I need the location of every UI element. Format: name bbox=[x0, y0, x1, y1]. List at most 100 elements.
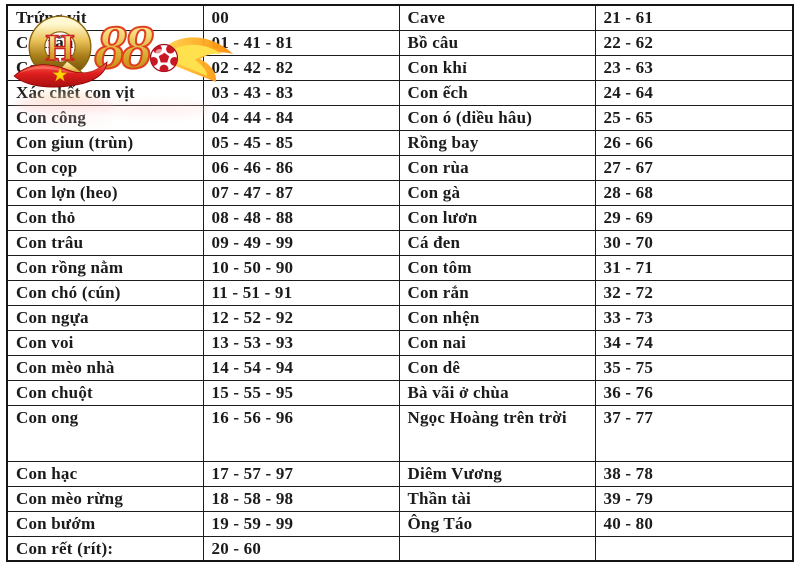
table-row: Cá trắng 01 - 41 - 81 Bồ câu 22 - 62 bbox=[6, 29, 794, 56]
table-cell-left_numbers: 16 - 56 - 96 bbox=[202, 404, 400, 462]
table-cell-right_numbers: 33 - 73 bbox=[594, 304, 794, 331]
table-row: Con mèo rừng 18 - 58 - 98 Thần tài 39 - 79 bbox=[6, 485, 794, 512]
table-cell-right_name: Con dê bbox=[398, 354, 596, 381]
table-cell-left_name: Con lợn (heo) bbox=[6, 179, 204, 206]
table-cell-left_numbers: 04 - 44 - 84 bbox=[202, 104, 400, 131]
table-cell-right_name: Con tôm bbox=[398, 254, 596, 281]
table-cell-left_numbers: 08 - 48 - 88 bbox=[202, 204, 400, 231]
table-cell-right_name: Cave bbox=[398, 4, 596, 31]
table-row: Con rồng nằm 10 - 50 - 90 Con tôm 31 - 71 bbox=[6, 254, 794, 281]
table-cell-right_name bbox=[398, 535, 596, 562]
table-cell-right_numbers: 39 - 79 bbox=[594, 485, 794, 512]
table-cell-left_name: Cá trắng bbox=[6, 29, 204, 56]
table-cell-left_name: Con rết (rít): bbox=[6, 535, 204, 562]
table-cell-left_numbers: 00 bbox=[202, 4, 400, 31]
table-cell-left_name: Con giun (trùn) bbox=[6, 129, 204, 156]
table-cell-left_numbers: 19 - 59 - 99 bbox=[202, 510, 400, 537]
table-cell-left_numbers: 09 - 49 - 99 bbox=[202, 229, 400, 256]
table-cell-right_name: Con nai bbox=[398, 329, 596, 356]
table-row: Con voi 13 - 53 - 93 Con nai 34 - 74 bbox=[6, 329, 794, 356]
table-cell-left_numbers: 05 - 45 - 85 bbox=[202, 129, 400, 156]
table-cell-left_name: Con ong bbox=[6, 404, 204, 462]
table-row: Con ngựa 12 - 52 - 92 Con nhện 33 - 73 bbox=[6, 304, 794, 331]
table-row: Con trâu 09 - 49 - 99 Cá đen 30 - 70 bbox=[6, 229, 794, 256]
table-cell-right_name: Rồng bay bbox=[398, 129, 596, 156]
table-cell-right_name: Con lươn bbox=[398, 204, 596, 231]
table-cell-right_numbers: 38 - 78 bbox=[594, 460, 794, 487]
table-cell-left_numbers: 02 - 42 - 82 bbox=[202, 54, 400, 81]
table-cell-right_numbers: 28 - 68 bbox=[594, 179, 794, 206]
table-cell-right_numbers: 22 - 62 bbox=[594, 29, 794, 56]
table-row: Con cọp 06 - 46 - 86 Con rùa 27 - 67 bbox=[6, 154, 794, 181]
table-cell-right_numbers: 32 - 72 bbox=[594, 279, 794, 306]
table-row: Con rết (rít): 20 - 60 bbox=[6, 535, 794, 562]
table-row: Con hạc 17 - 57 - 97 Diêm Vương 38 - 78 bbox=[6, 460, 794, 487]
table-cell-right_numbers: 27 - 67 bbox=[594, 154, 794, 181]
table-row: Con công 04 - 44 - 84 Con ó (diều hâu) 25 -… bbox=[6, 104, 794, 131]
table-row: Con chuột 15 - 55 - 95 Bà vãi ở chùa 36 - 7… bbox=[6, 379, 794, 406]
table-cell-left_name: Con thỏ bbox=[6, 204, 204, 231]
table-cell-left_name: Con chuột bbox=[6, 379, 204, 406]
table-cell-right_numbers: 31 - 71 bbox=[594, 254, 794, 281]
table-cell-left_name: Con voi bbox=[6, 329, 204, 356]
table-cell-left_name: Xác chết con vịt bbox=[6, 79, 204, 106]
table-cell-right_numbers: 30 - 70 bbox=[594, 229, 794, 256]
table-cell-right_numbers: 37 - 77 bbox=[594, 404, 794, 462]
table-cell-right_numbers: 21 - 61 bbox=[594, 4, 794, 31]
table-row: Trứng vịt 00 Cave 21 - 61 bbox=[6, 4, 794, 31]
table-row: Xác chết con vịt 03 - 43 - 83 Con ếch 24 - … bbox=[6, 79, 794, 106]
table-cell-left_numbers: 10 - 50 - 90 bbox=[202, 254, 400, 281]
table-cell-right_name: Con ếch bbox=[398, 79, 596, 106]
table-cell-right_numbers: 29 - 69 bbox=[594, 204, 794, 231]
table-row: Con lợn (heo) 07 - 47 - 87 Con gà 28 - 68 bbox=[6, 179, 794, 206]
table-cell-right_numbers: 40 - 80 bbox=[594, 510, 794, 537]
table-cell-right_numbers: 25 - 65 bbox=[594, 104, 794, 131]
table-cell-right_name: Ông Táo bbox=[398, 510, 596, 537]
table-cell-right_numbers: 24 - 64 bbox=[594, 79, 794, 106]
table-cell-left_numbers: 01 - 41 - 81 bbox=[202, 29, 400, 56]
table-cell-right_name: Cá đen bbox=[398, 229, 596, 256]
table-cell-left_name: Con trâu bbox=[6, 229, 204, 256]
table-row: Con bướm 19 - 59 - 99 Ông Táo 40 - 80 bbox=[6, 510, 794, 537]
table-cell-left_name: Con mèo rừng bbox=[6, 485, 204, 512]
table-row: Con giun (trùn) 05 - 45 - 85 Rồng bay 26 - … bbox=[6, 129, 794, 156]
table-cell-left_name: Con cọp bbox=[6, 154, 204, 181]
table-cell-left_numbers: 17 - 57 - 97 bbox=[202, 460, 400, 487]
table-cell-left_numbers: 06 - 46 - 86 bbox=[202, 154, 400, 181]
table-cell-right_name: Thần tài bbox=[398, 485, 596, 512]
table-cell-right_numbers: 35 - 75 bbox=[594, 354, 794, 381]
table-cell-left_numbers: 15 - 55 - 95 bbox=[202, 379, 400, 406]
table-row: Con ốc 02 - 42 - 82 Con khỉ 23 - 63 bbox=[6, 54, 794, 81]
table-cell-left_name: Con hạc bbox=[6, 460, 204, 487]
table-cell-left_numbers: 13 - 53 - 93 bbox=[202, 329, 400, 356]
table-cell-left_name: Con chó (cún) bbox=[6, 279, 204, 306]
table-cell-left_name: Trứng vịt bbox=[6, 4, 204, 31]
table-cell-left_name: Con bướm bbox=[6, 510, 204, 537]
table-cell-right_numbers: 23 - 63 bbox=[594, 54, 794, 81]
dream-number-table: Trứng vịt 00 Cave 21 - 61 Cá trắng 01 - 41 - … bbox=[6, 4, 794, 562]
table-cell-left_name: Con ốc bbox=[6, 54, 204, 81]
table-cell-right_name: Con khỉ bbox=[398, 54, 596, 81]
table-cell-right_name: Con ó (diều hâu) bbox=[398, 104, 596, 131]
table-cell-right_numbers: 26 - 66 bbox=[594, 129, 794, 156]
table-cell-right_name: Con rắn bbox=[398, 279, 596, 306]
table-cell-left_name: Con công bbox=[6, 104, 204, 131]
table-cell-right_name: Ngọc Hoàng trên trời bbox=[398, 404, 596, 462]
table-cell-left_numbers: 20 - 60 bbox=[202, 535, 400, 562]
table-cell-right_numbers: 34 - 74 bbox=[594, 329, 794, 356]
table-cell-right_name: Bà vãi ở chùa bbox=[398, 379, 596, 406]
table-row: Con chó (cún) 11 - 51 - 91 Con rắn 32 - 72 bbox=[6, 279, 794, 306]
table-cell-left_name: Con ngựa bbox=[6, 304, 204, 331]
table-row: Con ong 16 - 56 - 96 Ngọc Hoàng trên trời 3… bbox=[6, 404, 794, 462]
table-row: Con mèo nhà 14 - 54 - 94 Con dê 35 - 75 bbox=[6, 354, 794, 381]
table-cell-left_numbers: 07 - 47 - 87 bbox=[202, 179, 400, 206]
table-cell-left_numbers: 03 - 43 - 83 bbox=[202, 79, 400, 106]
table-cell-left_numbers: 11 - 51 - 91 bbox=[202, 279, 400, 306]
table-cell-right_name: Con rùa bbox=[398, 154, 596, 181]
table-cell-right_name: Con gà bbox=[398, 179, 596, 206]
table-cell-left_name: Con mèo nhà bbox=[6, 354, 204, 381]
table-body: Trứng vịt 00 Cave 21 - 61 Cá trắng 01 - 41 - … bbox=[6, 4, 794, 562]
table-cell-right_name: Diêm Vương bbox=[398, 460, 596, 487]
table-row: Con thỏ 08 - 48 - 88 Con lươn 29 - 69 bbox=[6, 204, 794, 231]
